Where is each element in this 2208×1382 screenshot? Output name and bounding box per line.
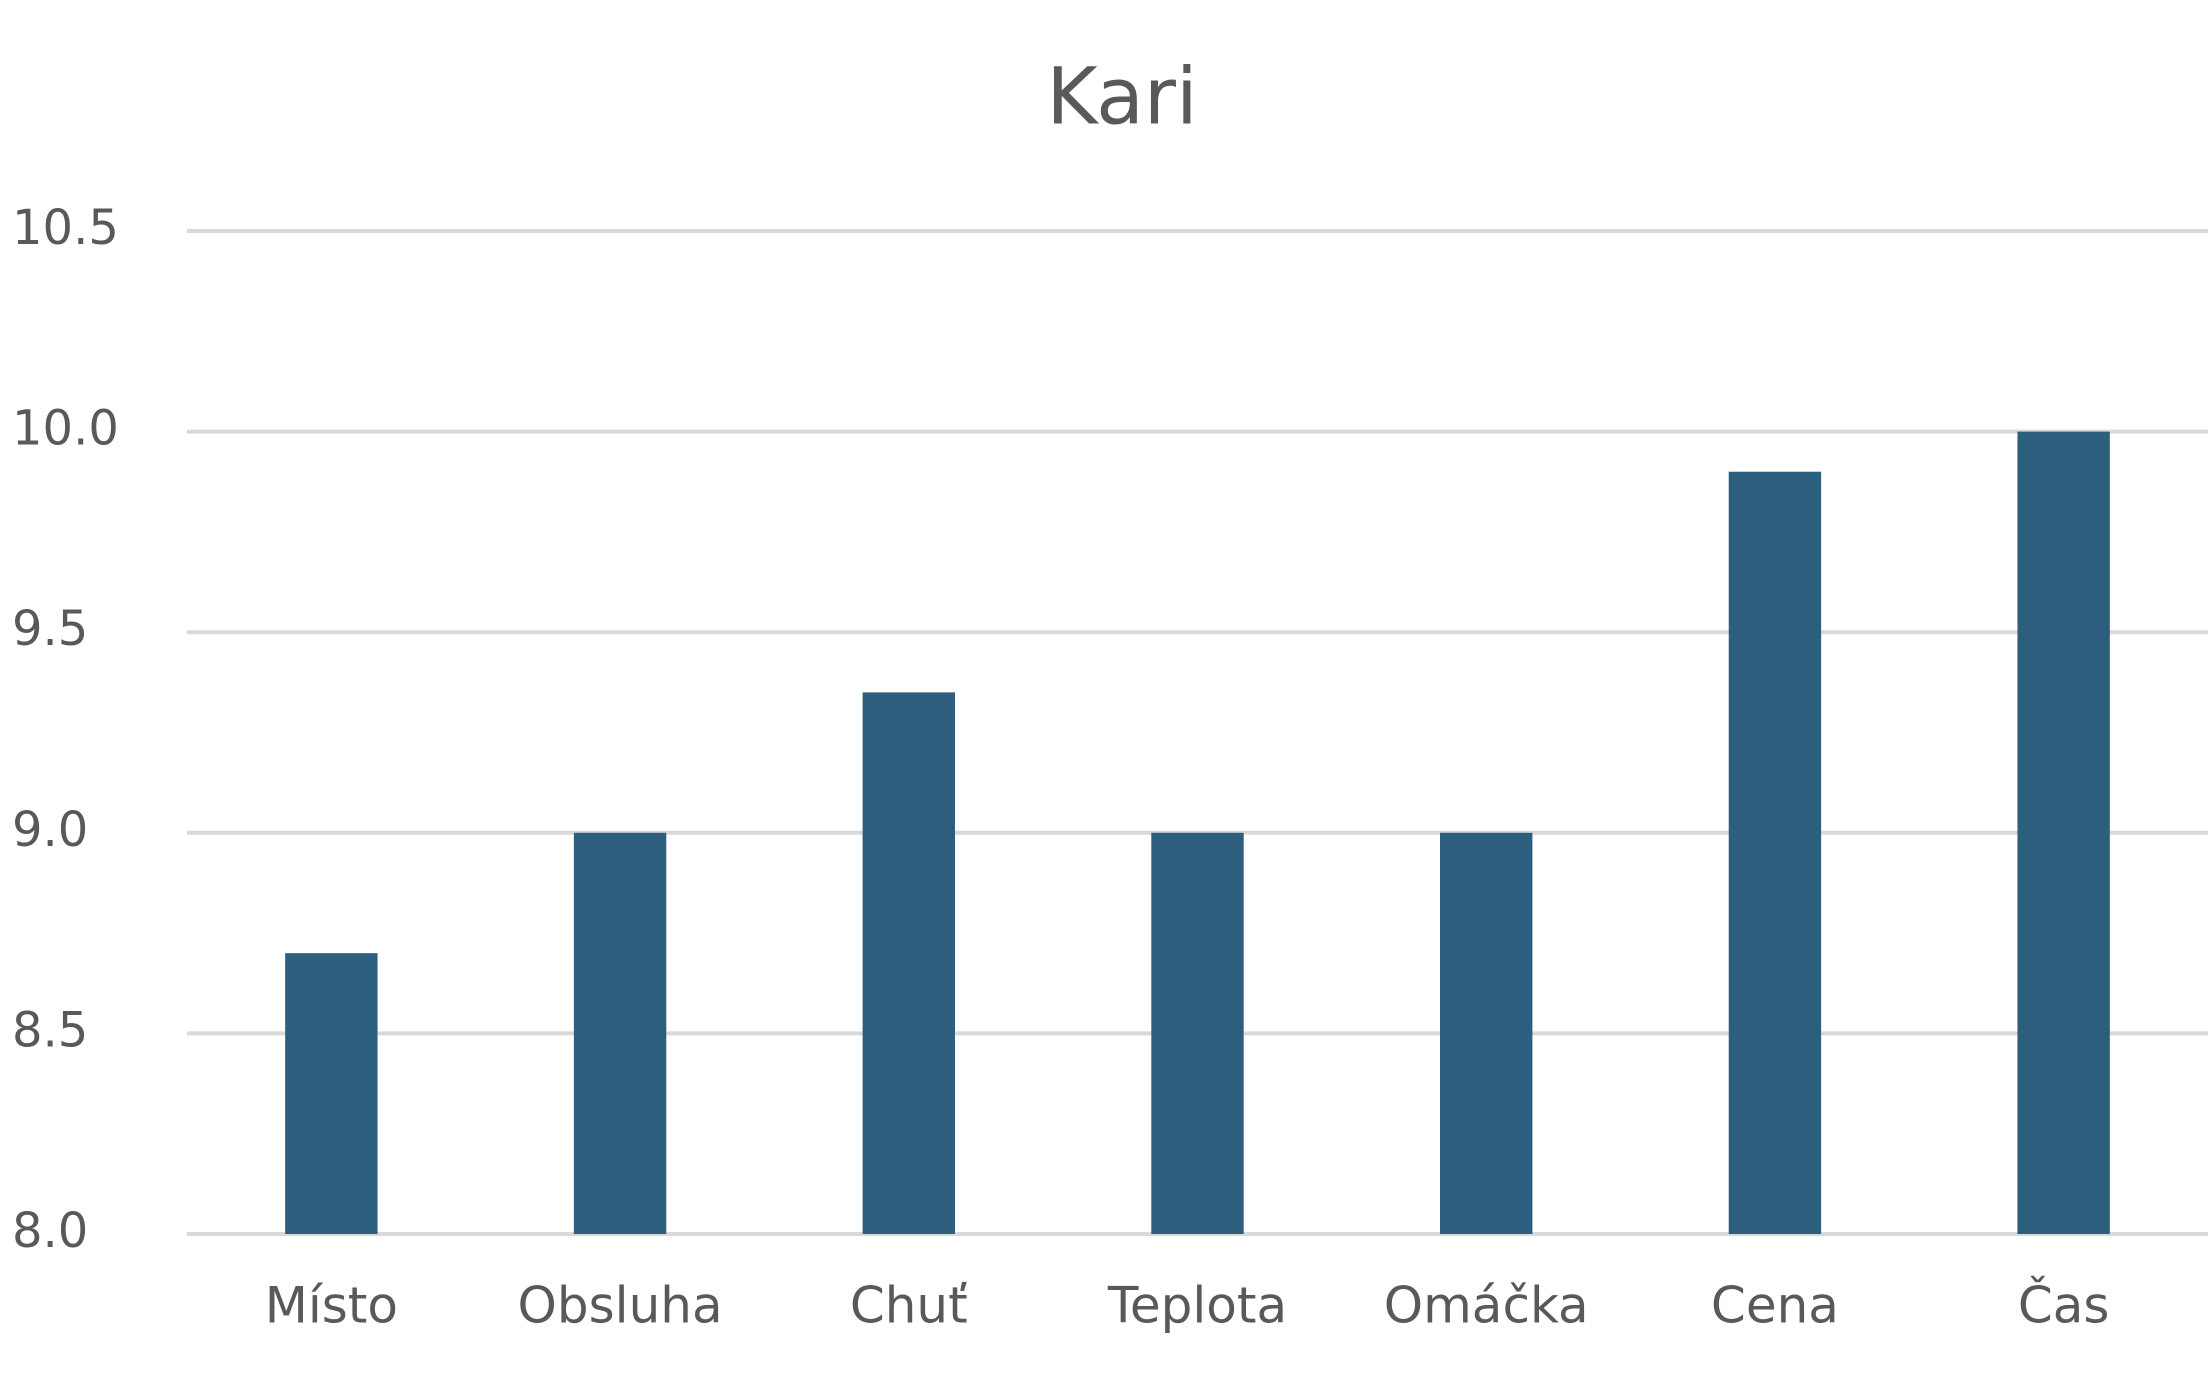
- x-tick-label: Chuť: [850, 1277, 968, 1335]
- bar: [1151, 832, 1244, 1234]
- y-tick-label: 8.0: [12, 1203, 88, 1259]
- bar: [2017, 431, 2110, 1235]
- x-tick-label: Teplota: [1107, 1277, 1287, 1335]
- x-tick-label: Čas: [2018, 1276, 2110, 1335]
- x-tick-label: Obsluha: [518, 1277, 723, 1335]
- y-tick-label: 9.0: [12, 802, 88, 858]
- y-tick-label: 8.5: [12, 1002, 88, 1058]
- chart-title: Kari: [1046, 52, 1197, 142]
- y-tick-label: 10.0: [12, 401, 119, 457]
- bar: [573, 832, 667, 1234]
- bar: [1440, 832, 1533, 1234]
- x-tick-label: Cena: [1711, 1277, 1839, 1335]
- bar: [862, 692, 955, 1234]
- x-tick-label: Omáčka: [1384, 1277, 1589, 1335]
- bar: [1728, 471, 1822, 1235]
- bar: [285, 953, 378, 1234]
- y-tick-label: 9.5: [12, 601, 88, 657]
- x-tick-label: Místo: [265, 1277, 398, 1335]
- y-tick-label: 10.5: [12, 200, 119, 256]
